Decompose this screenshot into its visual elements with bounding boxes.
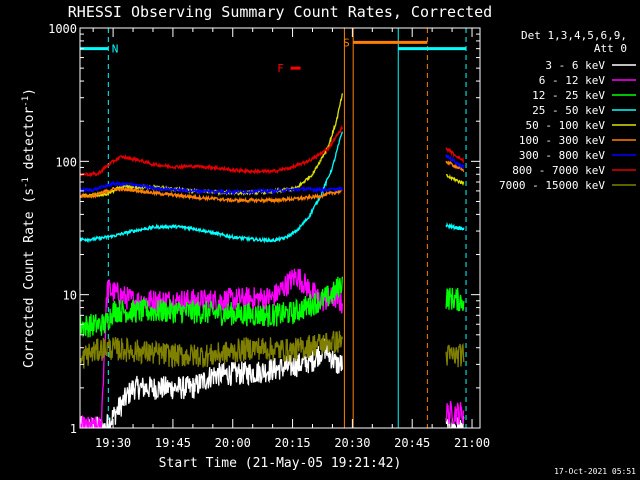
x-tick-label-0: 19:30 [95,436,131,450]
y-tick-label-3: 1000 [48,22,77,36]
legend-label-3: 25 - 50 keV [532,104,605,117]
x-tick-label-3: 20:15 [274,436,310,450]
x-tick-label-4: 20:30 [334,436,370,450]
legend-label-2: 12 - 25 keV [532,89,605,102]
series-50-100-keV [80,93,465,199]
series-line-2-0 [80,276,343,338]
legend: Det 1,3,4,5,6,9,Att 0 3 - 6 keV 6 - 12 keV… [499,29,636,192]
x-tick-label-6: 21:00 [454,436,490,450]
legend-label-4: 50 - 100 keV [526,119,606,132]
series-line-6-0 [80,180,343,196]
series-line-4-1 [445,173,465,186]
flag-label-1: F [277,62,284,75]
x-tick-label-1: 19:45 [155,436,191,450]
flag-label-2: S [343,36,350,49]
series-800-7000-keV [80,124,464,178]
legend-label-6: 300 - 800 keV [519,149,605,162]
y-tick-label-1: 10 [63,289,77,303]
series-100-300-keV [80,160,465,205]
series-line-0-0 [80,338,343,428]
series-12-25-keV [80,276,465,338]
flag-label-0: N [112,43,119,56]
legend-label-5: 100 - 300 keV [519,134,605,147]
y-tick-label-2: 100 [55,155,77,169]
legend-label-8: 7000 - 15000 keV [499,179,605,192]
series-line-3-0 [80,131,343,244]
y-tick-label-0: 1 [70,422,77,436]
series-line-8-0 [80,330,343,369]
x-tick-label-5: 20:45 [394,436,430,450]
legend-label-0: 3 - 6 keV [545,59,605,72]
series-line-6-1 [445,154,465,170]
series-300-800-keV [80,154,465,196]
series-line-4-0 [80,93,343,199]
series-line-2-1 [445,287,465,312]
plot-area: N F S [80,28,467,428]
x-axis-label: Start Time (21-May-05 19:21:42) [159,456,402,471]
plot-frame [79,27,481,429]
series-7000-15000-keV [80,330,465,369]
legend-header-0: Det 1,3,4,5,6,9, [521,29,627,42]
series-line-7-1 [445,147,464,163]
legend-label-7: 800 - 7000 keV [512,164,605,177]
series-line-1-1 [445,400,465,425]
chart-title: RHESSI Observing Summary Count Rates, Co… [68,3,492,21]
legend-label-1: 6 - 12 keV [539,74,606,87]
footer-timestamp: 17-Oct-2021 05:51 [554,467,636,476]
x-tick-label-2: 20:00 [215,436,251,450]
legend-header-1: Att 0 [594,42,627,55]
series-line-8-1 [445,343,465,368]
series-25-50-keV [80,131,465,244]
series-line-7-0 [80,124,343,178]
series-line-5-0 [80,186,343,205]
axes: 1 10 100 1000 19:30 19:45 20:00 20:15 20:30 20:45… [48,22,490,450]
y-axis-label: Corrected Count Rate (s-1 detector-1) [21,88,37,368]
series-line-3-1 [445,221,465,231]
